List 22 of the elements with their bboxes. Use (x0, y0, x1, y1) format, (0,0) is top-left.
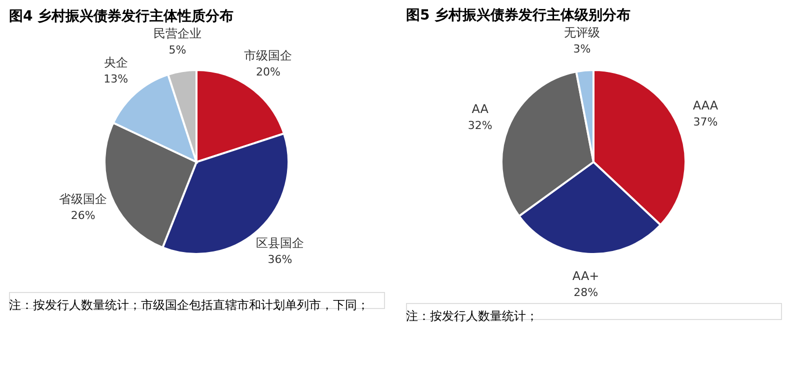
slice-label: 市级国企 (244, 48, 292, 62)
data-label: 3% (573, 42, 591, 56)
data-label: 20% (256, 65, 280, 78)
text: 注：按发行人数量统计； (406, 309, 538, 323)
data-label: 32% (468, 119, 492, 132)
data-label: 28% (574, 286, 598, 299)
data-label: 13% (104, 72, 128, 86)
slice-label: 民营企业 (153, 26, 202, 40)
slice-label: 央企 (104, 55, 128, 70)
slice-label: AA+ (572, 268, 600, 283)
data-label: 36% (268, 252, 292, 266)
text: 注：按发行人数量统计；市级国企包括直辖市和计划单列市，下同； (9, 298, 369, 312)
chart-title: 图5 乡村振兴债券发行主体级别分布 (406, 6, 631, 24)
chart-title: 图4 乡村振兴债券发行主体性质分布 (9, 8, 234, 24)
data-label: 37% (693, 116, 718, 129)
slice-label: 省级国企 (59, 192, 108, 206)
slice-label: AAA (692, 98, 719, 113)
slice-label: 区县国企 (256, 236, 304, 250)
slice-label: AA (472, 102, 490, 116)
data-label: 5% (168, 44, 186, 56)
slice-label: 无评级 (564, 26, 600, 40)
data-label: 26% (70, 208, 96, 222)
